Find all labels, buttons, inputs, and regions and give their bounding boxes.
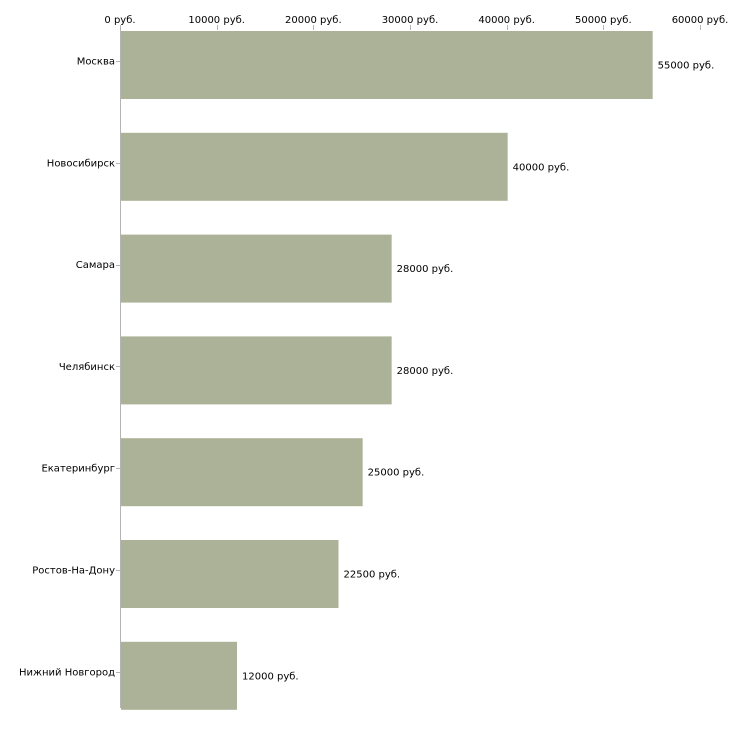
category-label: Москва	[77, 57, 115, 68]
category-label: Челябинск	[59, 362, 115, 373]
value-label: 28000 руб.	[397, 366, 454, 377]
x-tick-label: 0 руб.	[104, 15, 135, 26]
bar	[121, 234, 392, 303]
category-label: Екатеринбург	[41, 464, 115, 475]
x-tick-label: 60000 руб.	[672, 15, 729, 26]
labels-layer: 0 руб. 10000 руб. 20000 руб. 30000 руб. 4000…	[19, 15, 728, 682]
bar	[121, 336, 392, 405]
axes-layer	[116, 25, 701, 708]
value-label: 28000 руб.	[397, 264, 454, 275]
bars-layer	[121, 31, 653, 710]
x-tick-label: 30000 руб.	[382, 15, 439, 26]
x-tick-label: 10000 руб.	[188, 15, 245, 26]
x-tick-label: 40000 руб.	[478, 15, 535, 26]
bar	[121, 641, 237, 710]
x-tick-label: 20000 руб.	[285, 15, 342, 26]
category-label: Нижний Новгород	[19, 667, 115, 678]
value-label: 40000 руб.	[513, 162, 570, 173]
value-label: 12000 руб.	[242, 671, 299, 682]
category-label: Новосибирск	[47, 158, 115, 169]
value-label: 55000 руб.	[658, 61, 715, 72]
bar	[121, 438, 363, 507]
category-label: Самара	[76, 260, 115, 271]
value-label: 22500 руб.	[344, 570, 401, 581]
value-label: 25000 руб.	[368, 468, 425, 479]
category-label: Ростов-На-Дону	[32, 566, 115, 577]
bar	[121, 31, 653, 99]
bar	[121, 132, 508, 201]
x-tick-label: 50000 руб.	[575, 15, 632, 26]
bar	[121, 540, 339, 608]
